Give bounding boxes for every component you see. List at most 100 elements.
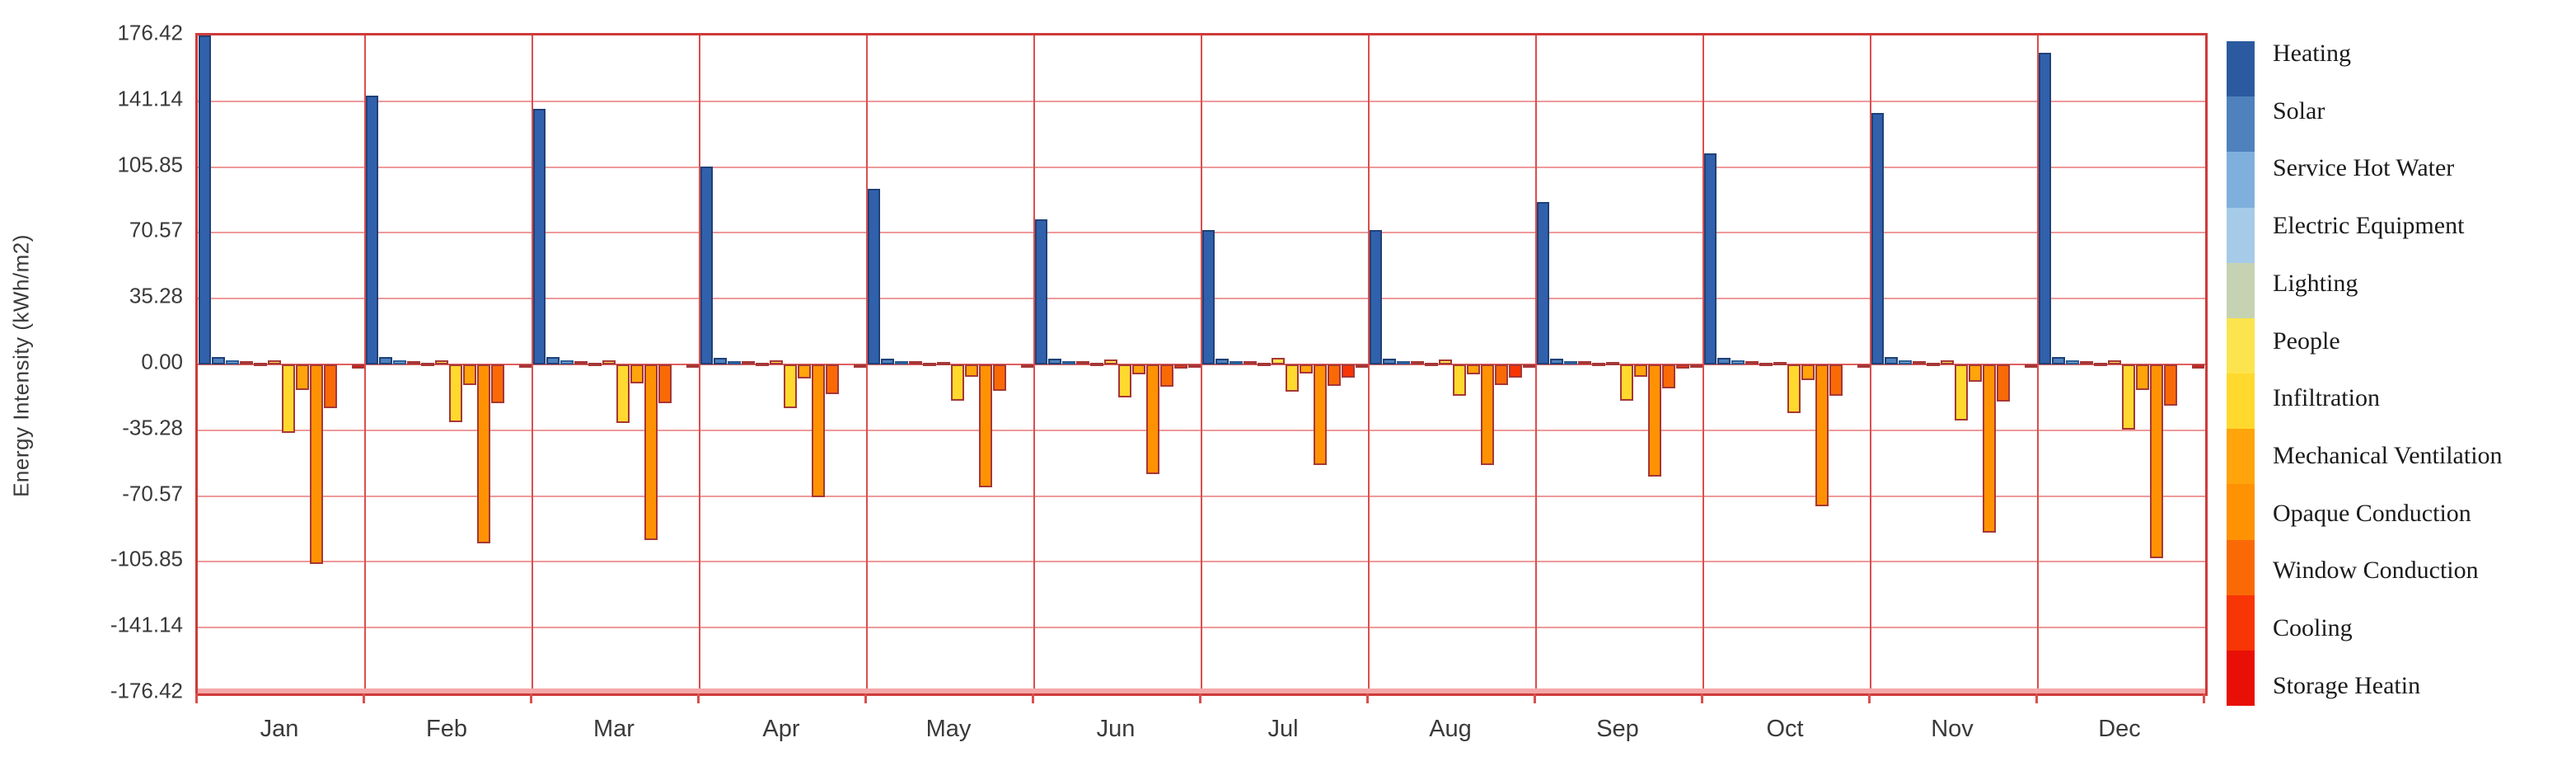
bar-lighting-apr — [756, 363, 770, 367]
bar-window-conduction-dec — [2163, 364, 2177, 406]
bar-solar-nov — [1885, 356, 1899, 364]
bar-infiltration-nov — [1955, 364, 1968, 421]
bar-infiltration-oct — [1787, 364, 1801, 413]
legend-label-lighting: Lighting — [2273, 269, 2358, 297]
bar-people-oct — [1773, 361, 1787, 365]
x-axis-tick — [1534, 693, 1536, 703]
bar-people-jul — [1272, 358, 1285, 364]
bar-lighting-may — [923, 363, 937, 367]
bar-lighting-jan — [254, 362, 268, 366]
bar-storage-heatin-jun — [1187, 364, 1201, 368]
bar-heating-aug — [1369, 230, 1383, 364]
bar-electric-equipment-mar — [574, 360, 588, 364]
legend-swatch-lighting — [2227, 262, 2255, 319]
bar-mechanical-ventilation-dec — [2135, 364, 2149, 390]
bar-mechanical-ventilation-nov — [1968, 364, 1982, 383]
bar-mechanical-ventilation-jan — [295, 364, 309, 390]
legend-swatch-people — [2227, 317, 2255, 374]
bar-people-mar — [602, 360, 616, 364]
month-separator — [364, 35, 366, 693]
bar-opaque-conduction-jan — [309, 364, 323, 564]
x-axis-tick — [697, 693, 700, 703]
month-separator — [532, 35, 533, 693]
bar-mechanical-ventilation-jul — [1299, 364, 1313, 374]
bar-storage-heatin-jul — [1355, 364, 1369, 368]
bar-heating-mar — [532, 109, 546, 364]
bar-solar-dec — [2052, 356, 2066, 364]
bar-storage-heatin-apr — [853, 364, 867, 368]
bar-electric-equipment-jun — [1076, 360, 1090, 364]
y-tick-label: 70.57 — [129, 217, 183, 242]
bar-window-conduction-aug — [1494, 364, 1508, 385]
bar-electric-equipment-oct — [1745, 360, 1759, 364]
month-label-aug: Aug — [1429, 716, 1472, 742]
bar-storage-heatin-nov — [2024, 364, 2038, 368]
bar-opaque-conduction-may — [978, 364, 992, 488]
bar-solar-aug — [1383, 359, 1397, 364]
bar-solar-may — [881, 359, 895, 364]
bar-service-hot-water-oct — [1731, 360, 1745, 364]
month-label-may: May — [925, 716, 972, 742]
bar-people-may — [937, 361, 950, 365]
bar-heating-jan — [198, 35, 212, 364]
month-separator — [1201, 35, 1202, 693]
x-axis-tick — [195, 693, 198, 703]
bar-electric-equipment-feb — [407, 360, 421, 364]
bar-infiltration-sep — [1620, 364, 1633, 402]
legend-label-heating: Heating — [2273, 40, 2351, 67]
legend-label-service-hot-water: Service Hot Water — [2273, 154, 2455, 182]
month-label-jan: Jan — [260, 716, 299, 742]
bar-heating-jun — [1034, 218, 1048, 364]
x-axis-tick — [1032, 693, 1034, 703]
legend-swatch-cooling — [2227, 594, 2255, 651]
y-tick-label: -35.28 — [122, 415, 183, 440]
bar-lighting-feb — [421, 362, 435, 366]
bar-cooling-jul — [1341, 364, 1355, 378]
bar-opaque-conduction-oct — [1815, 364, 1829, 506]
legend-label-opaque-conduction: Opaque Conduction — [2273, 499, 2471, 527]
bar-infiltration-feb — [449, 364, 462, 423]
bar-infiltration-jan — [282, 364, 295, 433]
bar-service-hot-water-sep — [1564, 360, 1578, 364]
bar-service-hot-water-nov — [1899, 360, 1913, 364]
bar-window-conduction-nov — [1996, 364, 2010, 402]
legend-swatch-electric-equipment — [2227, 207, 2255, 264]
bar-heating-may — [867, 189, 881, 364]
y-tick-label: -141.14 — [110, 612, 183, 637]
y-axis-title: Energy Intensity (kWh/m2) — [8, 234, 34, 497]
bar-electric-equipment-jan — [240, 360, 254, 364]
bar-storage-heatin-sep — [1689, 364, 1703, 368]
bar-infiltration-jul — [1286, 364, 1299, 392]
legend-swatch-opaque-conduction — [2227, 484, 2255, 540]
bar-window-conduction-feb — [490, 364, 504, 404]
x-axis-tick — [2203, 693, 2205, 703]
bar-cooling-aug — [1508, 364, 1522, 378]
bar-mechanical-ventilation-mar — [630, 364, 644, 383]
legend-swatch-window-conduction — [2227, 539, 2255, 596]
bar-solar-oct — [1717, 358, 1731, 364]
bar-solar-mar — [546, 356, 560, 364]
y-tick-label: -70.57 — [122, 481, 183, 506]
x-axis-tick — [2035, 693, 2038, 703]
legend-label-solar: Solar — [2273, 96, 2325, 125]
y-tick-label: 35.28 — [129, 283, 183, 308]
bar-cooling-sep — [1675, 364, 1689, 369]
month-label-jun: Jun — [1096, 716, 1136, 742]
month-separator — [1535, 35, 1537, 693]
bar-mechanical-ventilation-oct — [1801, 364, 1815, 381]
bar-window-conduction-apr — [825, 364, 839, 395]
bar-storage-heatin-oct — [1857, 364, 1871, 368]
bar-lighting-jul — [1258, 363, 1272, 367]
bar-service-hot-water-jul — [1229, 360, 1244, 364]
bar-lighting-nov — [1927, 362, 1941, 366]
bar-people-jun — [1104, 359, 1117, 364]
bar-mechanical-ventilation-feb — [462, 364, 476, 385]
bar-heating-feb — [365, 96, 379, 364]
legend-swatch-infiltration — [2227, 374, 2255, 430]
bar-mechanical-ventilation-jun — [1131, 364, 1145, 375]
month-label-oct: Oct — [1766, 716, 1804, 742]
bar-electric-equipment-aug — [1411, 360, 1425, 364]
bar-mechanical-ventilation-may — [964, 364, 978, 377]
bar-storage-heatin-jan — [351, 364, 365, 369]
bar-lighting-sep — [1592, 363, 1606, 367]
